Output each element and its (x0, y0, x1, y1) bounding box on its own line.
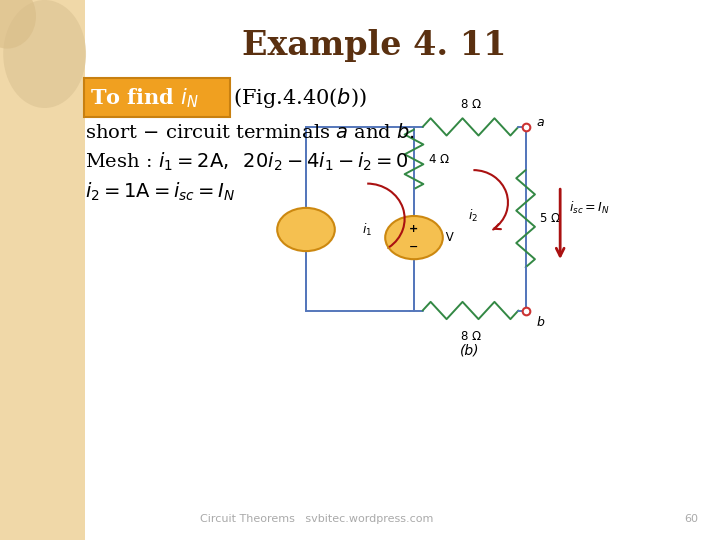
Circle shape (277, 208, 335, 251)
Text: $i_1$: $i_1$ (362, 221, 372, 238)
Text: $i_2 = 1\mathrm{A} = i_{sc} = I_N$: $i_2 = 1\mathrm{A} = i_{sc} = I_N$ (85, 180, 235, 203)
Text: (b): (b) (460, 344, 480, 358)
Text: −: − (409, 242, 419, 252)
Circle shape (385, 216, 443, 259)
Text: Example 4. 11: Example 4. 11 (242, 29, 507, 63)
Ellipse shape (0, 0, 36, 49)
Text: short $-$ circuit terminals $a$ and $b.$: short $-$ circuit terminals $a$ and $b.$ (85, 123, 415, 142)
Text: Mesh : $i_1 = 2\mathrm{A},\;\;20i_2 - 4i_1 - i_2 = 0$: Mesh : $i_1 = 2\mathrm{A},\;\;20i_2 - 4i… (85, 151, 409, 173)
FancyBboxPatch shape (84, 78, 230, 117)
Text: 12 V: 12 V (427, 231, 454, 244)
Ellipse shape (4, 0, 86, 108)
Text: +: + (410, 224, 418, 233)
Text: 8 $\Omega$: 8 $\Omega$ (459, 98, 482, 111)
Text: To find $i_N$: To find $i_N$ (90, 86, 199, 110)
Text: $i_{sc} = I_N$: $i_{sc} = I_N$ (569, 200, 609, 216)
Text: 5 $\Omega$: 5 $\Omega$ (539, 212, 560, 225)
Text: (Fig.4.40($b$)): (Fig.4.40($b$)) (233, 86, 366, 110)
Text: $i_2$: $i_2$ (468, 208, 479, 224)
Text: Circuit Theorems   svbitec.wordpress.com: Circuit Theorems svbitec.wordpress.com (200, 515, 433, 524)
Text: $b$: $b$ (536, 315, 545, 329)
Bar (0, 0, 85, 540)
Text: $a$: $a$ (536, 116, 544, 129)
Text: 2 A: 2 A (277, 223, 297, 236)
Text: 60: 60 (684, 515, 698, 524)
Text: 8 $\Omega$: 8 $\Omega$ (459, 330, 482, 343)
Text: 4 $\Omega$: 4 $\Omega$ (428, 153, 450, 166)
